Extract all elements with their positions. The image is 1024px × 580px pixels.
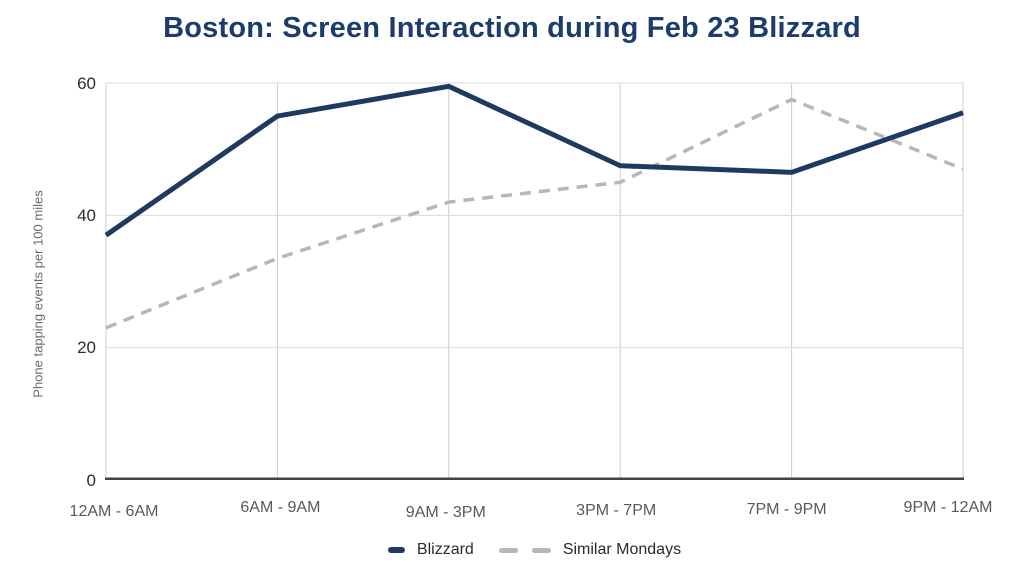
y-tick-label-60: 60 — [77, 73, 96, 93]
plot-area — [104, 82, 964, 480]
x-category-label: 9PM - 12AM — [903, 499, 993, 516]
y-tick-label-40: 40 — [77, 205, 96, 225]
blizzard-line — [104, 83, 964, 238]
x-category-label: 7PM - 9PM — [746, 501, 827, 518]
x-category-label: 3PM - 7PM — [576, 502, 657, 519]
blizzard-solid-line-swatch — [387, 547, 405, 553]
x-category-label: 12AM - 6AM — [69, 503, 159, 520]
y-tick-label-0: 0 — [86, 470, 96, 490]
x-category-label: 9AM - 3PM — [405, 504, 486, 521]
legend-label-blizzard: Blizzard — [416, 541, 474, 558]
legend-label-similar-mondays: Similar Mondays — [562, 541, 682, 558]
similar-mondays-line — [105, 97, 964, 330]
legend-item-similar-mondays: Similar Mondays — [498, 541, 682, 559]
legend: Blizzard Similar Mondays — [106, 541, 963, 559]
chart-title: Boston: Screen Interaction during Feb 23… — [163, 12, 861, 44]
legend-item-blizzard: Blizzard — [387, 541, 474, 559]
y-tick-label-20: 20 — [77, 338, 96, 358]
similar-mondays-dashed-line-swatch — [498, 547, 551, 553]
x-category-label: 6AM - 9AM — [240, 499, 321, 516]
